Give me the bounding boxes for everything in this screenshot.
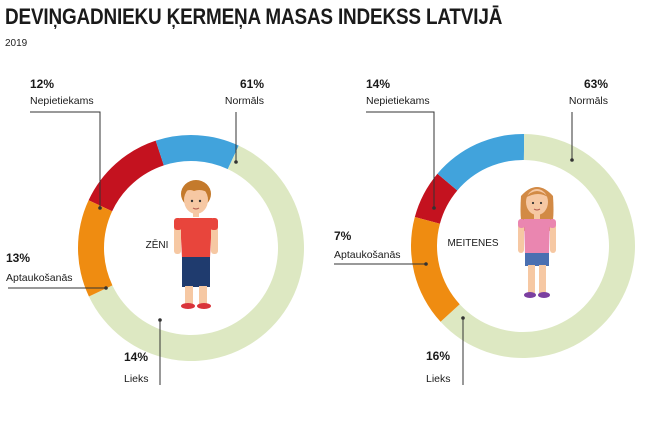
boy-illustration [174, 180, 218, 309]
donut-1: MEITENES 63% Normāls 16% Lieks 7% Aptaukošanās… [334, 77, 635, 385]
leader-dot [98, 206, 102, 210]
slice-aptaukosanas [88, 140, 164, 212]
value-label-normals: 63% [584, 77, 608, 91]
value-label-lieks: 14% [124, 350, 148, 364]
slice-aptaukosanas [414, 173, 458, 224]
value-label-aptaukosanas: 13% [6, 251, 30, 265]
leader-dot [461, 316, 465, 320]
donut-0: ZĒNI 61% Normāls 14% Lieks 13% Aptaukošanās 12%… [6, 77, 304, 385]
slice-nepietiekams [437, 133, 525, 191]
leader-dot [432, 206, 436, 210]
center-label: ZĒNI [146, 239, 169, 251]
girl-illustration [518, 187, 556, 298]
leader-dot [158, 318, 162, 322]
category-label-aptaukosanas: Aptaukošanās [334, 249, 401, 261]
slice-nepietiekams [155, 135, 239, 170]
chart-title: DEVIŅGADNIEKU ĶERMEŅA MASAS INDEKSS LATV… [5, 4, 503, 29]
category-label-nepietiekams: Nepietiekams [30, 95, 94, 107]
category-label-normals: Normāls [569, 95, 608, 107]
value-label-normals: 61% [240, 77, 264, 91]
leader-dot [570, 158, 574, 162]
chart-subtitle-year: 2019 [5, 38, 28, 49]
category-label-lieks: Lieks [124, 373, 149, 385]
category-label-normals: Normāls [225, 95, 264, 107]
leader-line-nepietiekams [30, 111, 101, 208]
value-label-nepietiekams: 12% [30, 77, 54, 91]
category-label-lieks: Lieks [426, 373, 451, 385]
center-label: MEITENES [447, 238, 498, 249]
category-label-nepietiekams: Nepietiekams [366, 95, 430, 107]
leader-dot [234, 160, 238, 164]
value-label-nepietiekams: 14% [366, 77, 390, 91]
category-label-aptaukosanas: Aptaukošanās [6, 272, 73, 284]
value-label-lieks: 16% [426, 349, 450, 363]
leader-dot [104, 286, 108, 290]
slice-lieks [77, 200, 113, 297]
value-label-aptaukosanas: 7% [334, 229, 352, 243]
leader-dot [424, 262, 428, 266]
slice-normals [440, 134, 635, 358]
leader-line-nepietiekams [366, 111, 435, 208]
slice-lieks [411, 217, 460, 322]
